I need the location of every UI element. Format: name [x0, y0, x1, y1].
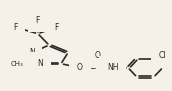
- Text: N: N: [37, 59, 43, 68]
- Text: NH: NH: [107, 63, 118, 72]
- Text: N: N: [29, 48, 35, 57]
- Text: CH₃: CH₃: [11, 61, 24, 67]
- Text: F: F: [36, 16, 40, 24]
- Text: O: O: [77, 63, 83, 72]
- Text: O: O: [94, 52, 100, 60]
- Text: Cl: Cl: [159, 52, 166, 60]
- Text: F: F: [55, 23, 59, 32]
- Text: F: F: [13, 23, 18, 32]
